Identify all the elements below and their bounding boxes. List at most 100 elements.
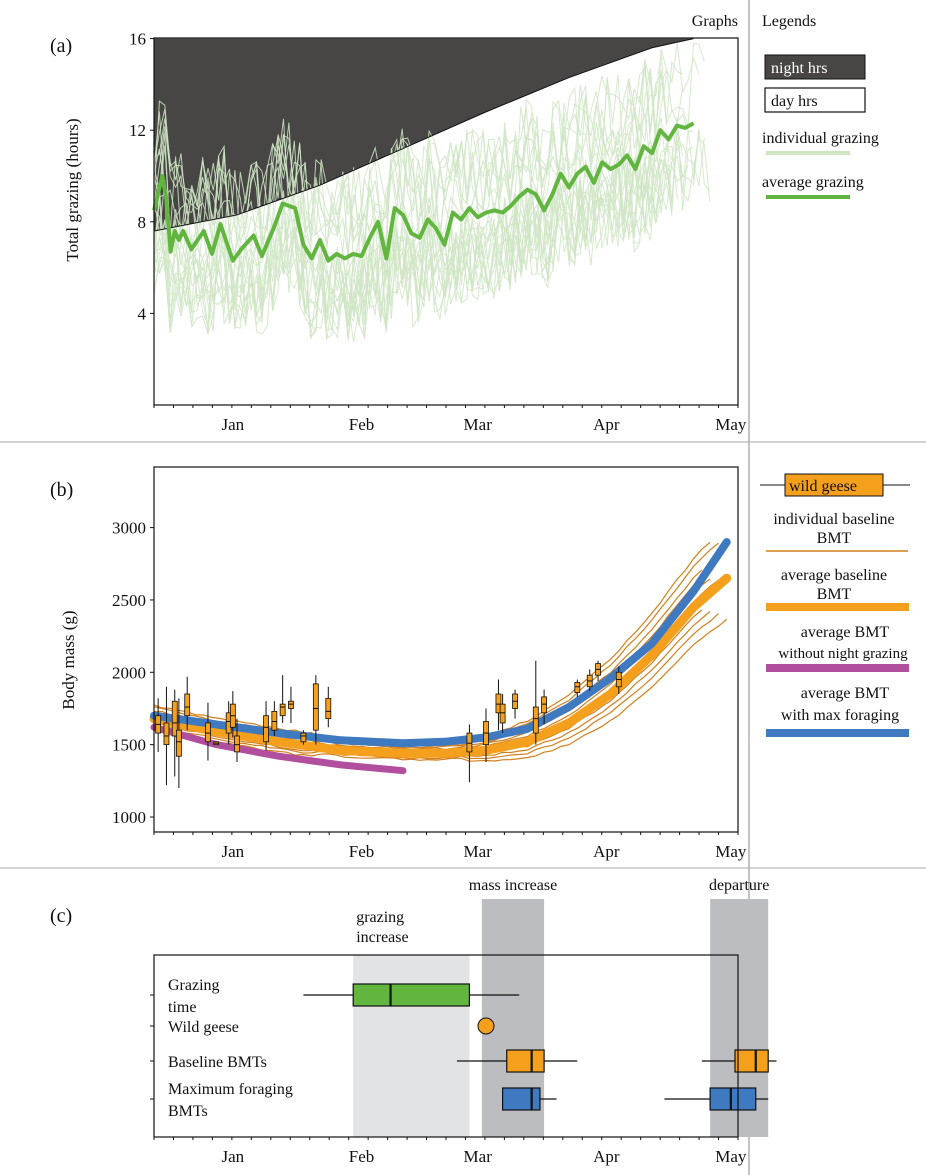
wild-geese-box	[495, 693, 502, 714]
wild-geese-box	[532, 706, 539, 734]
category-labels: Grazing time Wild geese Baseline BMTs Maximu…	[150, 977, 293, 1120]
legend-individual-baseline-label-2: BMT	[817, 530, 852, 547]
panel-b-xtick-label: May	[715, 842, 747, 861]
individual-grazing-line	[153, 42, 705, 255]
panel-a-xtick-label: Apr	[593, 415, 620, 434]
individual-grazing-line	[153, 130, 700, 332]
legend-no-night-label-2: without night grazing	[778, 646, 908, 662]
legend-night-swatch	[764, 54, 866, 80]
panel-b-ytick-label: 1000	[112, 808, 146, 827]
average-grazing-line	[152, 121, 695, 263]
legend-wild-geese-label: wild geese	[789, 478, 857, 495]
panel-c-xtick-label: May	[715, 1147, 747, 1166]
wild-geese-box	[499, 703, 506, 724]
timing-box	[734, 1049, 769, 1073]
individual-grazing-lines	[153, 42, 711, 342]
period-label: grazing	[356, 909, 404, 926]
wild-geese-box	[184, 693, 191, 717]
panel-a-ytick-label: 4	[138, 304, 147, 323]
panel-a-chart: Total grazing (hours) Jan Feb Mar Apr May 4 8 1…	[63, 30, 747, 434]
individual-grazing-line	[153, 69, 667, 265]
wild-geese-box	[163, 722, 170, 746]
panel-a-ylabel: Total grazing (hours)	[63, 118, 82, 261]
wild-geese-box	[205, 722, 211, 743]
period-shading: grazing increase mass increase departure	[353, 877, 769, 1137]
panel-b-ylabel: Body mass (g)	[59, 610, 78, 709]
panel-b-ytick-label: 2500	[112, 591, 146, 610]
individual-grazing-line	[153, 59, 657, 255]
wild-geese-box	[325, 697, 332, 720]
panel-a-ytick-label: 16	[129, 30, 146, 49]
wild-geese-boxes	[155, 660, 622, 789]
panel-c-xtick-label: Feb	[349, 1147, 375, 1166]
individual-grazing-line	[153, 59, 651, 256]
legend-no-night-swatch	[766, 664, 909, 672]
individual-baseline-line	[153, 541, 711, 748]
legend-individual-grazing-label: individual grazing	[762, 130, 879, 147]
legend-average-baseline-label-2: BMT	[817, 586, 852, 603]
legend-no-night-label-1: average BMT	[801, 624, 890, 641]
panel-c-chart: grazing increase mass increase departure Gr…	[150, 877, 777, 1166]
panel-b-xtick-label: Apr	[593, 842, 620, 861]
individual-grazing-line	[153, 126, 684, 334]
average-bmt-max-foraging-line	[150, 538, 731, 748]
panel-c-xtick-label: Jan	[222, 1147, 245, 1166]
legend-average-grazing-label: average grazing	[762, 174, 864, 191]
legend-day-label: day hrs	[771, 93, 818, 110]
graphs-header: Graphs	[692, 13, 738, 30]
period-label: increase	[356, 929, 408, 946]
individual-baseline-line	[153, 618, 728, 762]
wild-geese-box	[175, 729, 182, 757]
individual-baseline-line	[153, 542, 719, 749]
panel-c-axes: Jan Feb Mar Apr May	[153, 954, 747, 1166]
legend-max-foraging-label-1: average BMT	[801, 685, 890, 702]
timing-box	[502, 1087, 541, 1111]
category-label: BMTs	[168, 1103, 208, 1120]
wild-geese-box	[279, 703, 286, 717]
wild-geese-box	[574, 682, 581, 693]
panel-label-a: (a)	[50, 35, 72, 57]
legend-average-baseline-label-1: average baseline	[781, 567, 887, 584]
timing-box	[506, 1049, 545, 1073]
wild-geese-box	[288, 700, 294, 709]
legends-header: Legends	[762, 13, 816, 30]
wild-geese-box	[541, 696, 547, 714]
timing-box	[352, 983, 471, 1007]
legend-panel-a: night hrs day hrs individual grazing ave…	[762, 54, 879, 199]
panel-b-chart: Body mass (g) Jan Feb Mar Apr May 1000 1500 200…	[59, 466, 747, 861]
individual-baseline-line	[153, 569, 703, 751]
average-bmt-no-night-line	[150, 723, 407, 775]
category-label: Grazing	[168, 977, 220, 994]
night-hours-area	[154, 38, 694, 231]
individual-grazing-line	[153, 113, 694, 339]
legend-individual-baseline-label-1: individual baseline	[773, 511, 894, 528]
individual-grazing-line	[153, 145, 678, 326]
legend-panel-b: wild geese individual baseline BMT avera…	[760, 473, 910, 737]
individual-grazing-line	[153, 71, 667, 257]
panel-a-ytick-label: 8	[138, 213, 147, 232]
panel-a-xtick-label: Mar	[464, 415, 493, 434]
panel-b-xtick-label: Jan	[222, 842, 245, 861]
panel-label-c: (c)	[50, 905, 72, 927]
panel-b-xtick-label: Feb	[349, 842, 375, 861]
panel-b-axes: Jan Feb Mar Apr May 1000 1500 2000 2500 3000	[112, 466, 747, 861]
legend-max-foraging-swatch	[766, 729, 909, 737]
wild-geese-box	[234, 735, 240, 753]
legend-max-foraging-label-2: with max foraging	[781, 707, 899, 724]
panel-a-xtick-label: May	[715, 415, 747, 434]
night-boundary-line	[153, 38, 694, 232]
period-label: departure	[709, 877, 769, 894]
category-label: Baseline BMTs	[168, 1054, 267, 1071]
legend-day-swatch	[764, 87, 866, 113]
wild-geese-point	[477, 1017, 495, 1035]
timing-boxes	[303, 983, 777, 1111]
individual-grazing-line	[153, 126, 711, 340]
panel-c-xtick-label: Apr	[593, 1147, 620, 1166]
wild-geese-box	[271, 710, 278, 731]
panel-label-b: (b)	[50, 479, 73, 501]
wild-geese-box	[466, 732, 473, 753]
individual-grazing-line	[153, 150, 673, 342]
panel-c-xtick-label: Mar	[464, 1147, 493, 1166]
wild-geese-box	[171, 700, 178, 737]
